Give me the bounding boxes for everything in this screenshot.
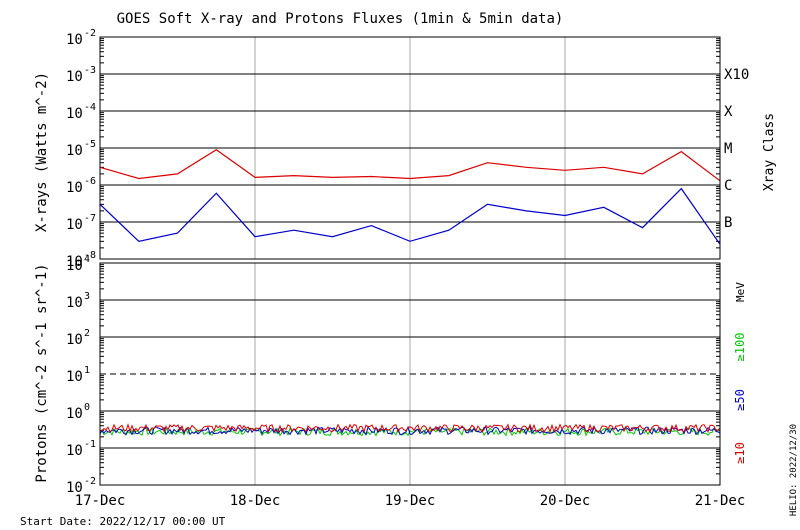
xray-plot-frame xyxy=(99,36,721,260)
xray-y-tick-label: 10-7 xyxy=(66,213,96,233)
xray-y-tick-label: 10-6 xyxy=(66,176,96,196)
helio-stamp: HELIO: 2022/12/30 xyxy=(789,424,799,516)
proton-y-tick-label: 10-1 xyxy=(66,439,96,459)
xray-class-label: M xyxy=(724,141,732,157)
xray-y-axis-title: X-rays (Watts m^-2) xyxy=(34,72,50,232)
proton-y-tick-label: 102 xyxy=(66,328,90,348)
xray-short-wave-series xyxy=(99,187,721,245)
proton-legend-label: ≥10 xyxy=(733,442,747,464)
xray-class-axis-title: Xray Class xyxy=(762,113,777,191)
proton-series-ge10 xyxy=(99,423,721,434)
x-tick-label: 21-Dec xyxy=(695,493,746,509)
proton-legend-label: ≥100 xyxy=(733,333,747,362)
xray-class-label: X xyxy=(724,104,733,120)
x-tick-label: 17-Dec xyxy=(75,493,126,509)
proton-y-tick-label: 100 xyxy=(66,402,90,422)
xray-y-tick-label: 10-5 xyxy=(66,139,96,159)
proton-unit-label: MeV xyxy=(734,282,747,302)
proton-y-axis-title: Protons (cm^-2 s^-1 sr^-1) xyxy=(34,263,50,482)
proton-legend-label: ≥50 xyxy=(733,389,747,411)
x-tick-label: 20-Dec xyxy=(540,493,591,509)
chart-title: GOES Soft X-ray and Protons Fluxes (1min… xyxy=(117,11,564,27)
xray-class-label: X10 xyxy=(724,67,749,83)
proton-plot-frame xyxy=(99,262,721,486)
xray-long-wave-series xyxy=(99,148,721,182)
xray-y-tick-label: 10-2 xyxy=(66,28,96,48)
x-tick-label: 19-Dec xyxy=(385,493,436,509)
x-tick-label: 18-Dec xyxy=(230,493,281,509)
xray-class-label: B xyxy=(724,215,732,231)
xray-y-tick-label: 10-4 xyxy=(66,102,96,122)
xray-class-label: C xyxy=(724,178,732,194)
proton-y-tick-label: 101 xyxy=(66,365,90,385)
proton-series-ge50 xyxy=(99,425,721,436)
proton-series-ge100 xyxy=(99,426,721,437)
xray-y-tick-label: 10-3 xyxy=(66,65,96,85)
proton-y-tick-label: 103 xyxy=(66,291,90,311)
start-date-label: Start Date: 2022/12/17 00:00 UT xyxy=(20,515,226,528)
